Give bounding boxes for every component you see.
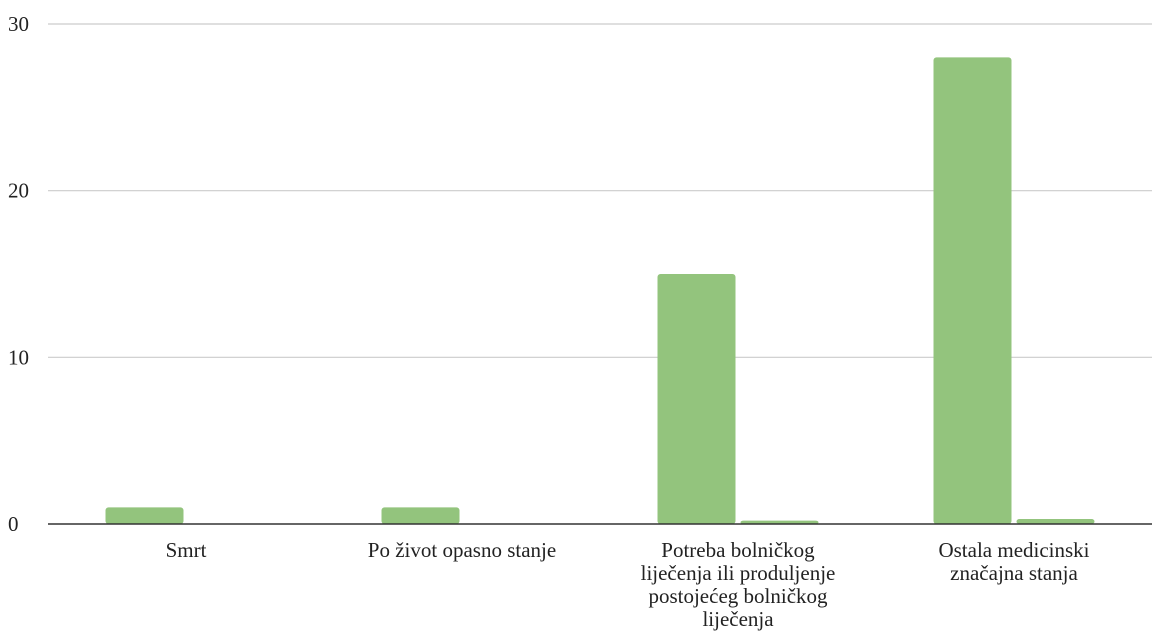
y-axis: 0 10 20 30 bbox=[8, 12, 29, 536]
x-tick-label: Smrt bbox=[166, 538, 207, 562]
x-axis: Smrt Po život opasno stanje Potreba bolnič… bbox=[166, 538, 1090, 631]
bar-series-1-1 bbox=[105, 507, 184, 524]
bar-series-2-3 bbox=[740, 520, 819, 524]
y-tick-label: 0 bbox=[8, 512, 19, 536]
y-tick-label: 30 bbox=[8, 12, 29, 36]
x-tick-label: Po život opasno stanje bbox=[368, 538, 556, 562]
bar-series-1-3 bbox=[657, 274, 736, 524]
x-tick-label: liječenja bbox=[702, 607, 774, 631]
y-tick-label: 10 bbox=[8, 345, 29, 369]
x-tick-label: liječenja ili produljenje bbox=[641, 561, 836, 585]
bar-series-1-4 bbox=[933, 57, 1012, 524]
bar-series-1-2 bbox=[381, 507, 460, 524]
y-tick-label: 20 bbox=[8, 179, 29, 203]
bars bbox=[105, 57, 1095, 524]
bar-series-2-4 bbox=[1016, 519, 1095, 524]
x-tick-label: Potreba bolničkog bbox=[661, 538, 815, 562]
x-tick-label: značajna stanja bbox=[950, 561, 1078, 585]
x-tick-label: Ostala medicinski bbox=[938, 538, 1089, 562]
x-tick-label: postojećeg bolničkog bbox=[648, 584, 828, 608]
